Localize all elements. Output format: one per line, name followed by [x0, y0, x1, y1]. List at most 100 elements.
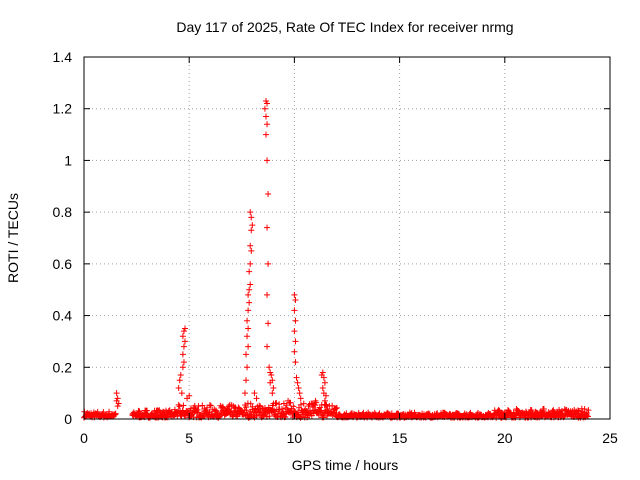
data-point — [243, 351, 250, 358]
data-point — [276, 401, 283, 408]
data-point — [264, 157, 271, 164]
data-point — [152, 410, 159, 417]
plot-frame — [83, 56, 611, 420]
data-point — [195, 409, 202, 416]
data-point — [180, 328, 187, 335]
data-point — [295, 384, 302, 391]
data-point — [114, 395, 121, 402]
data-point — [425, 410, 432, 417]
data-point — [178, 390, 185, 397]
data-point — [267, 379, 274, 386]
data-point — [248, 227, 255, 234]
y-tick-label: 1.2 — [53, 101, 73, 117]
data-point — [268, 372, 275, 379]
data-point — [264, 121, 271, 128]
data-point — [220, 404, 227, 411]
y-tick-label: 0 — [64, 411, 72, 427]
data-point — [204, 404, 211, 411]
data-point — [262, 113, 269, 120]
data-point — [266, 364, 273, 371]
data-point — [179, 333, 186, 340]
data-point — [319, 384, 326, 391]
data-point — [291, 348, 298, 355]
data-points — [81, 97, 592, 421]
data-point — [262, 131, 269, 138]
data-point — [244, 364, 251, 371]
data-point — [181, 325, 188, 332]
data-point — [248, 214, 255, 221]
data-point — [264, 343, 271, 350]
data-point — [113, 390, 120, 397]
data-point — [114, 403, 121, 410]
data-point — [244, 317, 251, 324]
data-point — [264, 291, 271, 298]
data-point — [247, 400, 254, 407]
data-point — [315, 412, 322, 419]
data-point — [296, 390, 303, 397]
data-point — [293, 374, 300, 381]
data-point — [194, 406, 201, 413]
data-point — [115, 400, 122, 407]
grid-lines — [84, 57, 610, 419]
data-point — [181, 338, 188, 345]
data-point — [297, 395, 304, 402]
data-point — [581, 406, 588, 413]
data-point — [94, 408, 101, 415]
data-point — [253, 395, 260, 402]
data-point — [207, 402, 214, 409]
data-point — [292, 297, 299, 304]
data-point — [265, 260, 272, 267]
data-point — [243, 404, 250, 411]
data-point — [323, 402, 330, 409]
data-point — [106, 408, 113, 415]
y-axis-label: ROTI / TECUs — [5, 193, 21, 283]
data-point — [280, 400, 287, 407]
data-point — [249, 222, 256, 229]
data-point — [321, 397, 328, 404]
data-point — [180, 343, 187, 350]
data-point — [245, 325, 252, 332]
data-point — [247, 209, 254, 216]
data-point — [219, 403, 226, 410]
data-point — [319, 369, 326, 376]
data-point — [247, 260, 254, 267]
x-tick-label: 25 — [602, 430, 618, 446]
data-point — [291, 291, 298, 298]
data-point — [322, 401, 329, 408]
data-point — [246, 299, 253, 306]
data-point — [300, 400, 307, 407]
x-axis-label: GPS time / hours — [292, 457, 399, 473]
data-point — [251, 390, 258, 397]
data-point — [179, 364, 186, 371]
data-point — [245, 291, 252, 298]
data-point — [333, 404, 340, 411]
data-point — [264, 224, 271, 231]
data-point — [243, 407, 250, 414]
data-point — [528, 407, 535, 414]
data-point — [312, 397, 319, 404]
data-point — [320, 374, 327, 381]
data-point — [256, 402, 263, 409]
data-point — [112, 410, 119, 417]
data-point — [279, 409, 286, 416]
data-point — [246, 286, 253, 293]
data-point — [245, 343, 252, 350]
data-point — [244, 333, 251, 340]
axis-ticks: 0 5 10 15 20 25 0 0.2 0.4 0.6 0.8 1 1.2 1.4 — [53, 49, 618, 446]
data-point — [291, 307, 298, 314]
data-point — [269, 390, 276, 397]
x-tick-label: 10 — [287, 430, 303, 446]
data-point — [265, 320, 272, 327]
data-point — [241, 390, 248, 397]
data-point — [575, 407, 582, 414]
data-point — [267, 369, 274, 376]
data-point — [265, 191, 272, 198]
data-point — [285, 397, 292, 404]
y-tick-label: 0.6 — [53, 256, 73, 272]
data-point — [270, 384, 277, 391]
data-point — [176, 377, 183, 384]
data-point — [199, 402, 206, 409]
x-tick-label: 0 — [80, 430, 88, 446]
data-point — [332, 405, 339, 412]
data-point — [329, 402, 336, 409]
